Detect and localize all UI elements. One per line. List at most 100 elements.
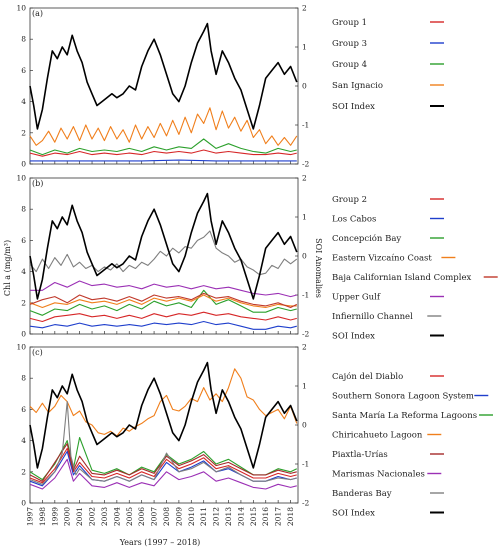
- series-line-concepci-n-bay: [29, 289, 297, 316]
- x-tick-label: 1999: [50, 507, 59, 526]
- legend-entry-label: Group 2: [332, 195, 367, 205]
- legend-entry-label: Banderas Bay: [332, 489, 392, 499]
- series-line-marismas-nacionales: [29, 458, 297, 490]
- y-left-tick-label: 2: [21, 128, 26, 137]
- chart-legends: Group 1 Group 3 Group 4 San Ignacio SOI Inde…: [332, 18, 498, 519]
- series-line-group-3: [30, 159, 297, 162]
- series-line-piaxtla-ur-as: [29, 443, 297, 482]
- y-left-tick-label: 10: [16, 174, 26, 183]
- legend-entry-label: Cajón del Diablo: [332, 371, 403, 382]
- plot-frame: [29, 7, 299, 165]
- x-tick-label: 1997: [26, 507, 35, 526]
- panel-label: (b): [32, 179, 43, 188]
- x-axis-label: Years (1997 – 2018): [119, 538, 201, 547]
- legend-entry-label: SOI Index: [332, 332, 375, 342]
- series-line-san-ignacio: [29, 107, 298, 146]
- y-left-tick-label: 6: [21, 236, 26, 245]
- series-line-chiricahueto-lagoon: [29, 368, 298, 437]
- y-right-tick-label: 1: [302, 43, 307, 52]
- legend-panel-1: Group 1 Group 3 Group 4 San Ignacio SOI Inde…: [332, 18, 444, 112]
- x-tick-label: 2016: [261, 507, 270, 526]
- legend-entry-label: SOI Index: [332, 102, 375, 112]
- x-tick-label: 2000: [63, 507, 72, 526]
- x-tick-label: 2011: [199, 507, 208, 526]
- legend-entry-label: Infiernillo Channel: [332, 312, 413, 322]
- y-left-tick-label: 8: [21, 205, 26, 214]
- series-line-infiernillo-channel: [29, 230, 298, 276]
- x-tick-label: 2012: [212, 507, 221, 526]
- series-line-soi-index: [29, 22, 298, 130]
- legend-entry-label: Southern Sonora Lagoon System: [332, 392, 474, 402]
- legend-entry-label: Group 4: [332, 60, 367, 70]
- y-right-tick-label: 2: [302, 4, 307, 13]
- x-tick-label: 2001: [75, 507, 84, 526]
- y-right-axis-label: SOI Anomalies: [314, 238, 323, 298]
- x-tick-label: 2008: [162, 507, 171, 526]
- y-left-tick-label: 8: [21, 374, 26, 383]
- plot-frame: [29, 177, 299, 335]
- y-left-tick-label: 6: [21, 405, 26, 414]
- legend-entry-label: SOI Index: [332, 509, 375, 519]
- legend-entry-label: Marismas Nacionales: [332, 470, 425, 480]
- x-tick-label: 2005: [125, 507, 134, 526]
- x-tick-label: 2002: [88, 507, 97, 526]
- y-left-tick-label: 0: [21, 499, 26, 508]
- x-tick-label: 2009: [174, 507, 183, 526]
- y-right-tick-label: -1: [302, 460, 309, 469]
- panel-label: (a): [32, 9, 43, 18]
- x-tick-label: 2015: [249, 507, 258, 526]
- chart-panels: 0246810-2-1012(a)0246810-2-1012(b)024681…: [16, 4, 309, 527]
- x-tick-label: 2010: [187, 507, 196, 526]
- y-left-tick-label: 2: [21, 298, 26, 307]
- series-line-banderas-bay: [29, 401, 297, 485]
- y-right-tick-label: -2: [302, 330, 310, 339]
- x-tick-label: 2018: [286, 507, 295, 526]
- legend-entry-label: Baja Californian Island Complex: [332, 273, 471, 283]
- y-left-tick-label: 8: [21, 35, 26, 44]
- panel-2: 0 2 4 6 8 10 -2 -1 0 1 2 (b): [16, 174, 309, 339]
- series-line-los-cabos: [29, 320, 297, 330]
- series-line-baja-californian-island-complex: [29, 292, 298, 309]
- legend-entry-label: Santa María La Reforma Lagoons: [332, 410, 477, 421]
- y-right-tick-label: 0: [302, 421, 307, 430]
- y-right-tick-label: 0: [302, 252, 307, 261]
- x-tick-label: 2006: [137, 507, 146, 526]
- series-line-soi-index: [29, 361, 298, 469]
- series-line-group-1: [29, 149, 297, 157]
- y-right-tick-label: -1: [302, 121, 309, 130]
- x-tick-label: 2013: [224, 507, 233, 526]
- legend-entry-label: Concepción Bay: [332, 233, 401, 244]
- plot-frame: [29, 346, 299, 504]
- series-line-group-4: [29, 138, 297, 156]
- x-tick-label: 2007: [150, 507, 159, 526]
- y-left-axis-label: Chl a (mg/m³): [3, 240, 12, 296]
- legend-entry-label: Eastern Vizcaíno Coast: [332, 253, 432, 264]
- panel-1: 0 2 4 6 8 10 -2 -1 0 1 2 (a): [16, 4, 309, 169]
- legend-panel-2: Group 2 Los Cabos Concepción Bay Eastern Vi…: [332, 195, 498, 342]
- legend-entry-label: Los Cabos: [332, 215, 376, 225]
- y-left-tick-label: 0: [21, 330, 26, 339]
- y-right-tick-label: -2: [302, 499, 310, 508]
- legend-entry-label: Group 1: [332, 18, 367, 28]
- y-left-tick-label: 10: [16, 343, 26, 352]
- y-right-tick-label: 0: [302, 82, 307, 91]
- y-left-tick-label: 0: [21, 160, 26, 169]
- x-tick-label: 2004: [112, 507, 121, 526]
- series-line-eastern-vizca-no-coast: [29, 294, 297, 309]
- legend-entry-label: San Ignacio: [332, 81, 383, 91]
- series-line-upper-gulf: [30, 280, 297, 298]
- y-right-tick-label: -2: [302, 160, 310, 169]
- y-left-tick-label: 6: [21, 66, 26, 75]
- y-right-tick-label: 2: [302, 174, 307, 183]
- y-left-tick-label: 2: [21, 467, 26, 476]
- y-left-tick-label: 4: [21, 436, 26, 445]
- x-tick-label: 2017: [274, 507, 283, 526]
- panel-label: (c): [32, 348, 43, 357]
- y-right-tick-label: -1: [302, 291, 309, 300]
- x-tick-label: 1998: [38, 507, 47, 526]
- legend-entry-label: Piaxtla-Urías: [332, 449, 388, 460]
- legend-entry-label: Chiricahueto Lagoon: [332, 431, 423, 441]
- y-left-tick-label: 4: [21, 97, 26, 106]
